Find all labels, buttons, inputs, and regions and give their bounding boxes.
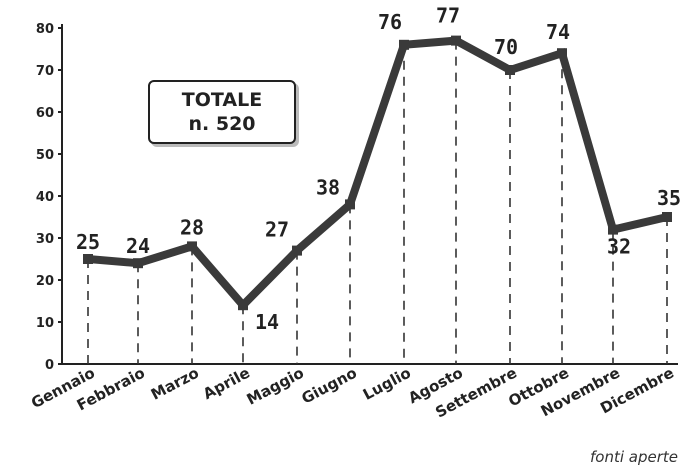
x-category-label: Marzo [148,364,202,404]
y-tick-label: 50 [36,148,54,163]
data-point [451,35,461,46]
data-point [292,245,302,256]
total-label: TOTALE [181,89,263,111]
y-axis-ticks: 0 10 20 30 40 50 60 70 80 [36,22,62,373]
data-label: 35 [657,186,681,210]
data-point [505,65,515,75]
data-point [187,241,197,252]
data-point [133,258,143,269]
axes [61,24,678,365]
data-point [608,224,618,235]
x-category-label: Maggio [244,364,307,409]
data-label: 74 [546,20,570,44]
data-label: 70 [494,35,518,59]
data-point [345,199,355,210]
data-label: 76 [378,10,402,34]
data-point [83,254,93,264]
series-line [83,36,672,312]
data-label: 28 [180,215,204,239]
total-value: n. 520 [188,113,256,135]
data-point [399,39,409,50]
x-category-label: Luglio [360,364,414,404]
drop-lines [87,40,668,364]
data-points [83,35,672,311]
y-tick-label: 70 [36,64,54,79]
y-tick-label: 10 [36,316,54,331]
total-box: TOTALE n. 520 [148,80,296,144]
data-point [238,300,248,311]
y-tick-label: 80 [36,22,54,37]
source-credit: fonti aperte [589,448,678,466]
y-tick-label: 60 [36,106,54,121]
data-label: 32 [607,235,631,259]
y-tick-label: 30 [36,232,54,247]
data-labels: 25 24 28 14 27 38 76 77 70 74 32 35 [76,4,681,335]
data-point [662,212,672,222]
data-label: 27 [265,218,289,242]
x-category-label: Giugno [299,364,360,408]
y-tick-label: 40 [36,190,54,205]
y-tick-label: 20 [36,274,54,289]
data-point [557,48,567,59]
data-label: 77 [436,4,460,28]
series-polyline [83,36,672,312]
data-label: 38 [316,175,340,199]
data-label: 14 [255,310,279,334]
y-tick-label: 0 [45,358,54,373]
data-label: 25 [76,230,100,254]
data-label: 24 [126,234,150,258]
